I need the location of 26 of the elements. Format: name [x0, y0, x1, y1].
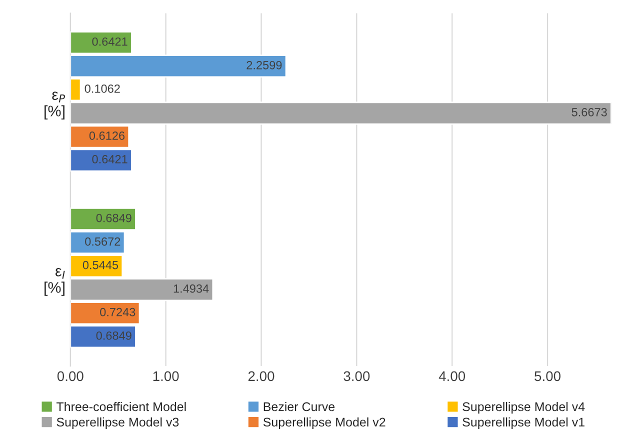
legend-label: Superellipse Model v4: [462, 402, 585, 414]
legend-label: Bezier Curve: [264, 402, 335, 412]
data-label: 0.6849: [96, 331, 132, 340]
data-label: 5.6673: [572, 108, 607, 116]
x-tick-label: 5.00: [534, 371, 560, 382]
data-label: 0.5445: [82, 260, 118, 270]
legend-label: Superellipse Model v1: [462, 417, 584, 430]
x-tick-label: 3.00: [344, 371, 370, 382]
x-tick-label: 0.00: [57, 371, 84, 382]
data-label: 0.6126: [89, 132, 125, 140]
data-label: 2.2599: [246, 60, 282, 70]
legend-label: Three-coefficient Model: [56, 402, 186, 412]
legend-label: Superellipse Model v2: [263, 417, 386, 430]
data-label: 0.1062: [84, 84, 120, 93]
data-label: 0.6849: [96, 214, 132, 222]
data-label: 1.4934: [174, 284, 209, 293]
data-label: 0.6421: [92, 37, 128, 46]
y-tick-label: ε$_{P}$ [%]: [44, 92, 66, 120]
data-label: 0.6421: [92, 155, 128, 164]
data-label: 0.7243: [100, 308, 136, 316]
x-tick-label: 1.00: [153, 371, 179, 382]
data-label: 0.5672: [85, 237, 120, 246]
x-tick-label: 2.00: [248, 371, 274, 382]
x-tick-label: 4.00: [438, 371, 466, 382]
legend-label: Superellipse Model v3: [56, 417, 179, 430]
y-tick-label: ε$_{I}$ [%]: [44, 268, 65, 296]
